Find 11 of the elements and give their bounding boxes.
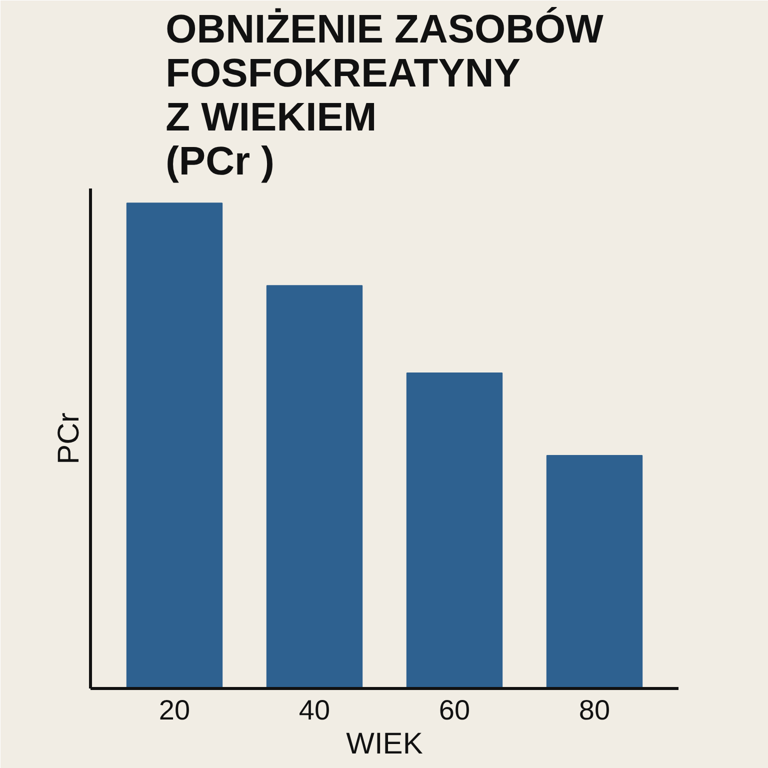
bar: [406, 372, 503, 688]
x-axis-title: WIEK: [346, 728, 423, 760]
x-tick-label: 80: [578, 694, 610, 726]
x-tick-label: 40: [298, 694, 330, 726]
chart-title: OBNIŻENIE ZASOBÓW FOSFOKREATYNY Z WIEKIEM (PCr ): [166, 6, 604, 184]
bar: [266, 285, 363, 688]
x-tick-label: 20: [158, 694, 190, 726]
bar: [546, 454, 643, 688]
x-tick-label: 60: [438, 694, 470, 726]
y-axis-title: PCr: [52, 412, 86, 464]
bar: [126, 202, 223, 688]
